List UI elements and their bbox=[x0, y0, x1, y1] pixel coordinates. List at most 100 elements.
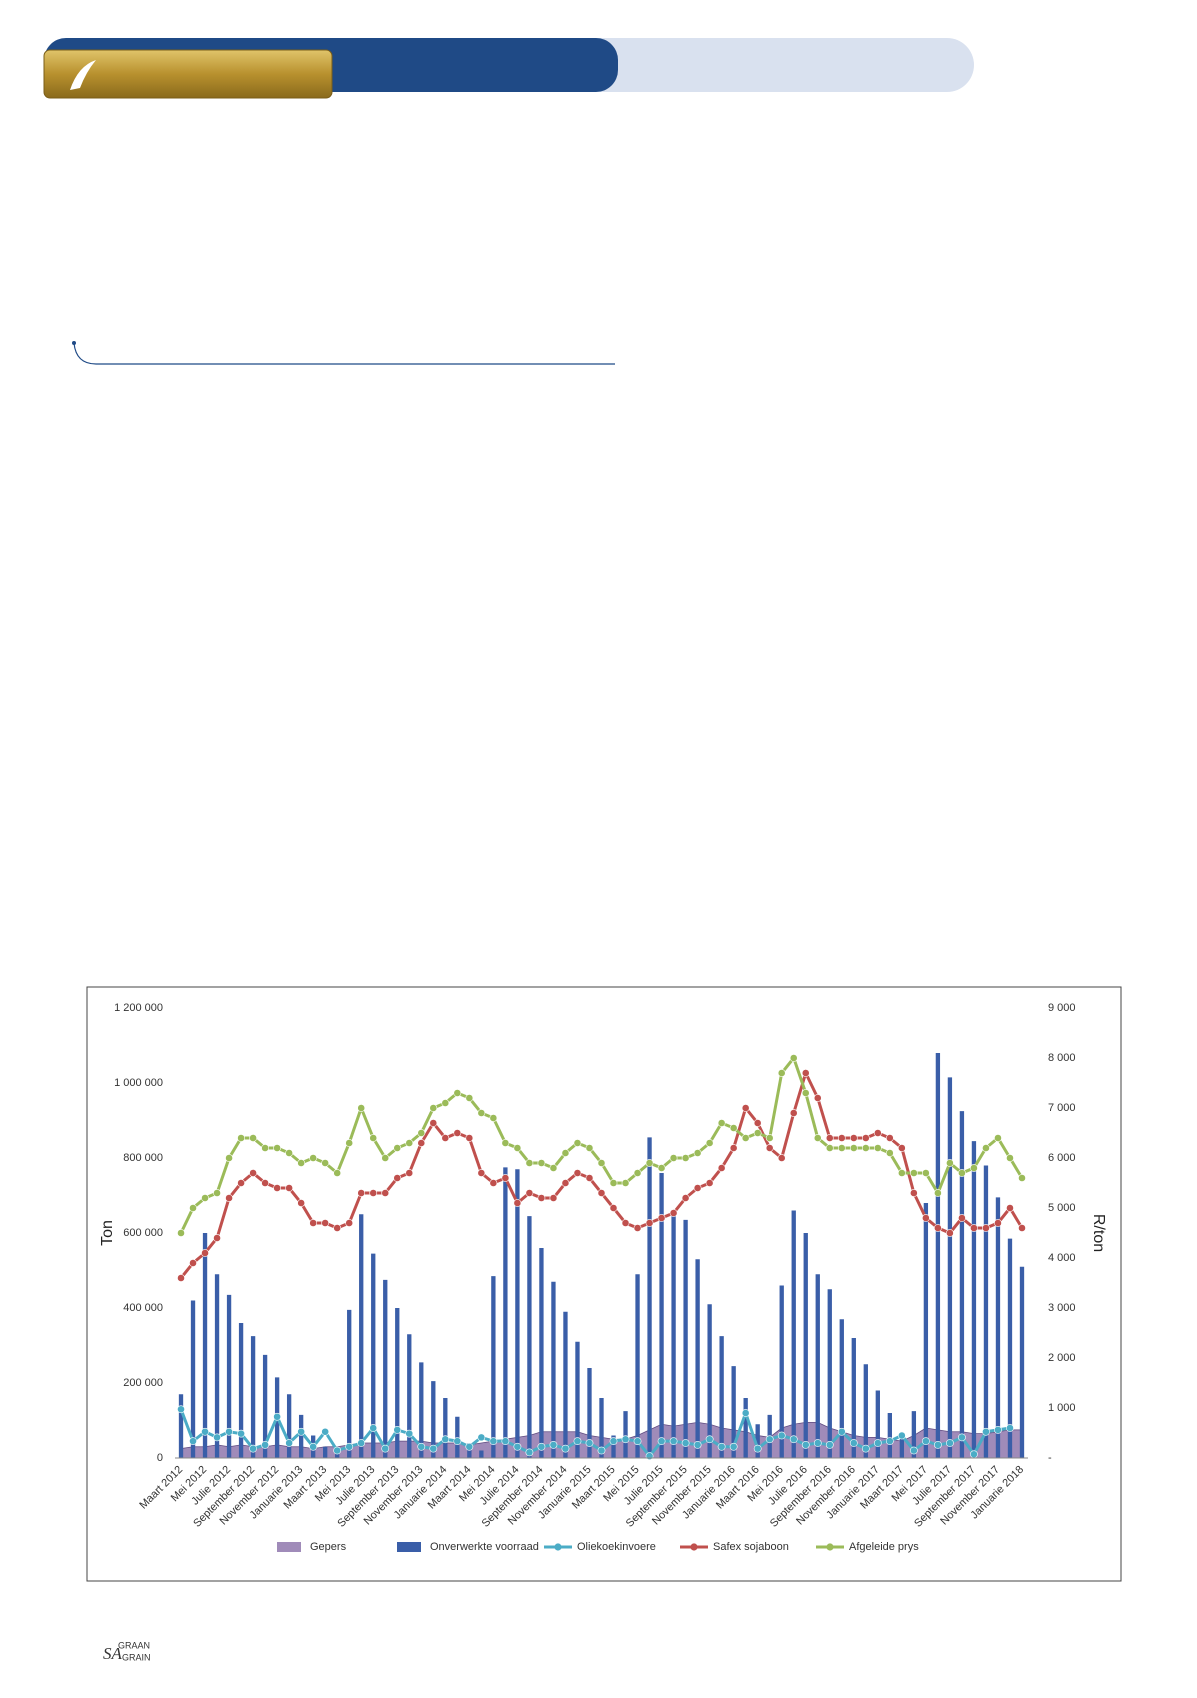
line-point bbox=[273, 1144, 282, 1152]
line-point bbox=[201, 1249, 209, 1257]
line-point bbox=[525, 1448, 534, 1457]
line-point bbox=[489, 1114, 498, 1122]
bar bbox=[298, 1414, 304, 1458]
line-point bbox=[958, 1433, 966, 1442]
line-point bbox=[297, 1427, 306, 1436]
line-point bbox=[933, 1440, 942, 1449]
bar bbox=[851, 1338, 856, 1458]
line-point bbox=[309, 1442, 318, 1451]
line-point bbox=[825, 1134, 834, 1142]
line-point bbox=[537, 1442, 546, 1451]
line-point bbox=[501, 1437, 510, 1446]
line-point bbox=[381, 1444, 390, 1453]
line-point bbox=[321, 1219, 330, 1227]
line-point bbox=[321, 1159, 330, 1167]
line-point bbox=[970, 1450, 978, 1459]
line-point bbox=[861, 1444, 870, 1453]
bar bbox=[803, 1233, 808, 1458]
bar bbox=[202, 1233, 208, 1458]
logo-grain: GRAIN bbox=[122, 1652, 151, 1662]
line-point bbox=[621, 1435, 630, 1444]
line-point bbox=[657, 1214, 666, 1222]
bar bbox=[1007, 1238, 1013, 1458]
bar bbox=[503, 1167, 508, 1458]
line-point bbox=[801, 1440, 810, 1449]
bar bbox=[515, 1169, 520, 1458]
line-point bbox=[549, 1440, 558, 1449]
bar bbox=[719, 1336, 724, 1458]
bar bbox=[923, 1203, 929, 1458]
line-point bbox=[753, 1444, 762, 1453]
line-point bbox=[813, 1439, 822, 1447]
line-point bbox=[549, 1194, 558, 1202]
bar bbox=[875, 1390, 880, 1458]
line-point bbox=[453, 1089, 462, 1097]
line-point bbox=[333, 1169, 342, 1177]
bar bbox=[947, 1077, 953, 1458]
y2-tick-label: 8 000 bbox=[1048, 1052, 1076, 1064]
line-point bbox=[813, 1094, 822, 1102]
line-point bbox=[333, 1224, 342, 1232]
bar bbox=[743, 1398, 748, 1458]
line-point bbox=[261, 1179, 270, 1187]
line-point bbox=[357, 1439, 366, 1447]
line-point bbox=[261, 1144, 270, 1152]
line-point bbox=[417, 1139, 426, 1147]
bar bbox=[827, 1289, 832, 1458]
y-tick-label: 400 000 bbox=[123, 1302, 163, 1314]
line-point bbox=[429, 1444, 438, 1453]
line-point bbox=[946, 1159, 954, 1167]
line-point bbox=[465, 1134, 474, 1142]
y2-tick-label: 7 000 bbox=[1048, 1102, 1076, 1114]
line-point bbox=[225, 1194, 233, 1202]
line-point bbox=[357, 1189, 366, 1197]
line-point bbox=[765, 1144, 774, 1152]
line-point bbox=[237, 1179, 245, 1187]
logo-sa: SA bbox=[103, 1644, 123, 1663]
line-point bbox=[669, 1437, 678, 1446]
line-point bbox=[741, 1134, 750, 1142]
bar bbox=[323, 1446, 328, 1458]
y2-tick-label: 4 000 bbox=[1048, 1252, 1076, 1264]
y2-tick-label: 6 000 bbox=[1048, 1152, 1076, 1164]
y-axis-title: Ton bbox=[99, 1220, 116, 1246]
line-point bbox=[849, 1144, 858, 1152]
line-point bbox=[345, 1442, 354, 1451]
line-point bbox=[585, 1439, 594, 1447]
line-point bbox=[705, 1139, 714, 1147]
line-point bbox=[597, 1446, 606, 1455]
line-point bbox=[189, 1259, 197, 1267]
line-point bbox=[849, 1134, 858, 1142]
line bbox=[179, 1408, 1011, 1459]
bar bbox=[587, 1368, 592, 1458]
line-point bbox=[741, 1409, 750, 1417]
line-point bbox=[909, 1189, 918, 1197]
header-gold-tab bbox=[43, 49, 333, 99]
bar bbox=[599, 1398, 604, 1458]
line-point bbox=[873, 1439, 882, 1447]
y2-tick-label: 2 000 bbox=[1048, 1352, 1076, 1364]
header-banner bbox=[43, 38, 974, 99]
line-point bbox=[729, 1144, 738, 1152]
line-point bbox=[273, 1412, 282, 1421]
line-point bbox=[777, 1431, 786, 1440]
line-point bbox=[1006, 1424, 1014, 1432]
bar bbox=[839, 1319, 844, 1458]
bar bbox=[443, 1398, 448, 1458]
line-point bbox=[249, 1444, 257, 1453]
line-point bbox=[753, 1119, 762, 1127]
line-point bbox=[970, 1164, 978, 1172]
y2-tick-label: 9 000 bbox=[1048, 1002, 1076, 1014]
line-point bbox=[765, 1134, 774, 1142]
line-point bbox=[297, 1159, 306, 1167]
line-point bbox=[885, 1149, 894, 1157]
line-point bbox=[1018, 1174, 1026, 1182]
line-point bbox=[285, 1439, 294, 1447]
line-point bbox=[729, 1442, 738, 1451]
line-point bbox=[369, 1424, 378, 1432]
line-point bbox=[982, 1224, 990, 1232]
bar bbox=[238, 1323, 244, 1458]
line-point bbox=[994, 1134, 1002, 1142]
line-point bbox=[813, 1134, 822, 1142]
y-tick-label: 0 bbox=[157, 1452, 163, 1464]
